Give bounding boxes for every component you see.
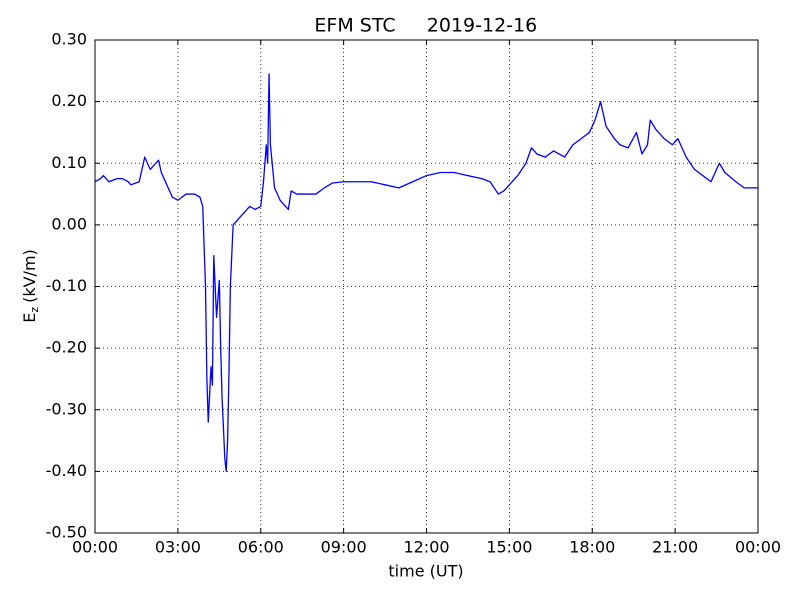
x-tick-label: 00:00 xyxy=(735,538,781,557)
y-axis-label: Ez (kV/m) xyxy=(20,249,42,323)
x-tick-label: 12:00 xyxy=(403,538,449,557)
y-label-main: E xyxy=(20,313,39,323)
x-tick-label: 09:00 xyxy=(321,538,367,557)
x-tick-label: 06:00 xyxy=(238,538,284,557)
y-tick-label: 0.30 xyxy=(51,30,87,49)
data-line xyxy=(94,73,758,473)
x-axis-label: time (UT) xyxy=(388,562,463,581)
x-tick-label: 15:00 xyxy=(486,538,532,557)
x-tick-label: 03:00 xyxy=(155,538,201,557)
y-label-sub: z xyxy=(28,307,41,313)
y-tick-label: -0.50 xyxy=(46,523,87,542)
y-tick-label: -0.10 xyxy=(46,276,87,295)
y-tick-label: 0.00 xyxy=(51,214,87,233)
x-tick-label: 21:00 xyxy=(652,538,698,557)
y-tick-label: -0.40 xyxy=(46,461,87,480)
plot-frame xyxy=(94,39,759,534)
y-tick-label: -0.20 xyxy=(46,338,87,357)
y-tick-label: 0.10 xyxy=(51,153,87,172)
y-tick-label: 0.20 xyxy=(51,91,87,110)
y-tick-label: -0.30 xyxy=(46,399,87,418)
chart-subtitle: 2019-12-16 xyxy=(427,15,537,37)
x-tick-label: 00:00 xyxy=(72,538,118,557)
y-label-unit: (kV/m) xyxy=(20,249,39,303)
x-tick-label: 18:00 xyxy=(569,538,615,557)
chart-title: EFM STC xyxy=(314,15,395,37)
